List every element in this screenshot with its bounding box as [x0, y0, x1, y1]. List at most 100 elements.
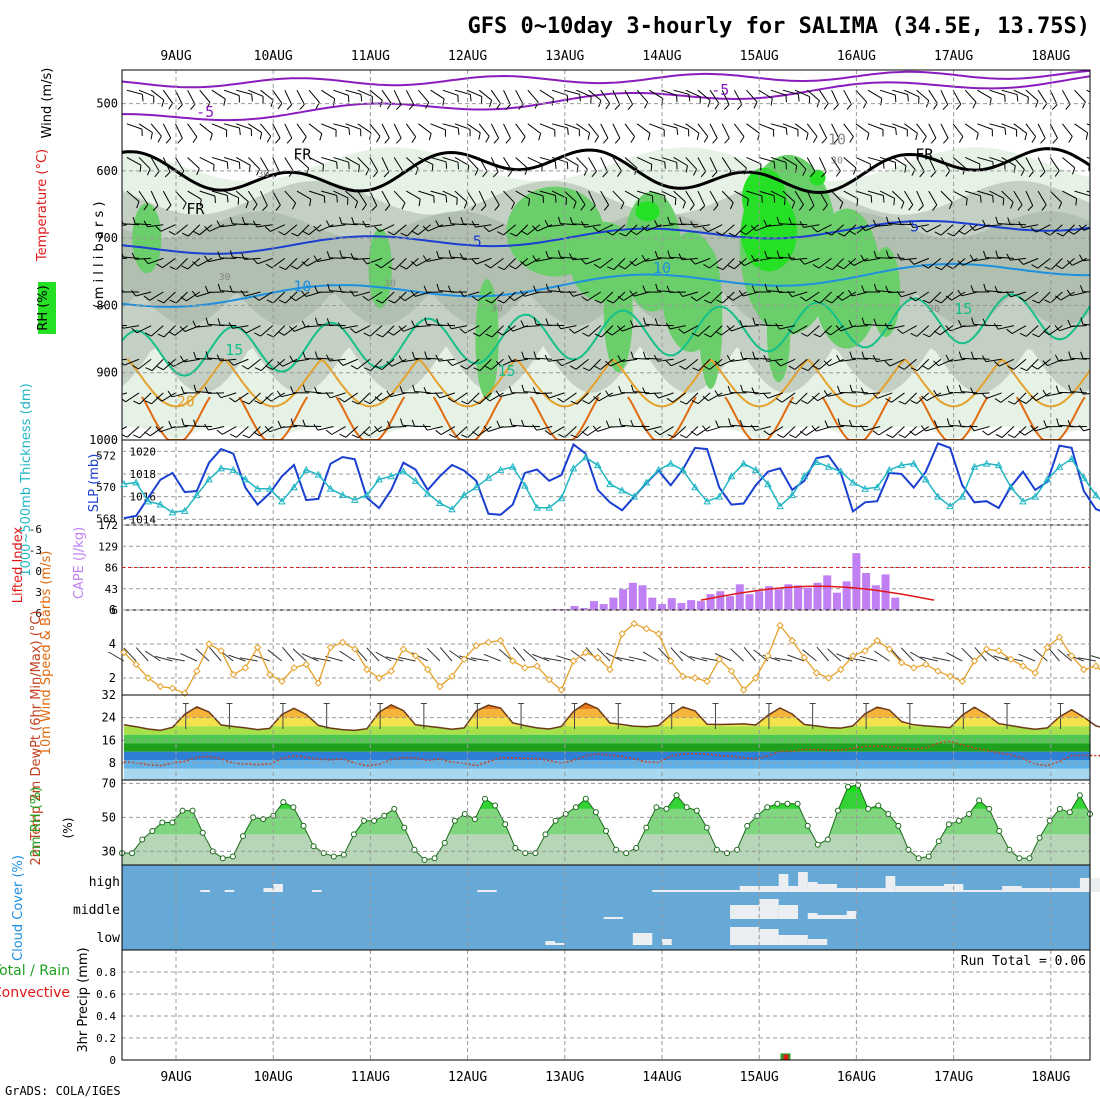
- wind-barb: [438, 224, 455, 228]
- wind-barb-feather: [325, 391, 331, 399]
- wind-barb-feather: [642, 285, 646, 293]
- wind-barb-feather: [593, 396, 600, 402]
- wind-barb-feather: [764, 318, 768, 326]
- wind-barb: [260, 123, 272, 137]
- wind-barb-feather: [921, 227, 928, 233]
- li-axis-label: Lifted Index: [11, 526, 26, 603]
- temp-band: [123, 709, 1090, 718]
- wind-barb-feather: [801, 367, 809, 372]
- wind10m-barb: [1033, 648, 1048, 662]
- cape-bar: [570, 606, 579, 610]
- wind-barb: [414, 391, 431, 394]
- wind-barb: [453, 392, 468, 403]
- wind-barb: [657, 257, 674, 259]
- li-tick: 6: [35, 607, 42, 620]
- wind-barb: [475, 224, 492, 228]
- minmax-errorbar: [712, 703, 719, 729]
- cape-tick: 129: [98, 540, 118, 553]
- wind-barb-feather: [411, 230, 419, 236]
- wind-barb: [122, 324, 127, 327]
- wind10m-marker: [193, 667, 201, 675]
- wind-barb-feather: [873, 318, 877, 326]
- wind-barb: [418, 89, 430, 103]
- wind-barb-feather: [399, 296, 406, 302]
- wind-barb: [257, 257, 273, 265]
- wind-barb: [876, 358, 893, 362]
- wind-barb-feather: [411, 419, 416, 427]
- contour-label: 30: [219, 272, 231, 283]
- wind-barb: [624, 257, 638, 270]
- wind-barb-feather: [302, 136, 307, 143]
- wind-barb-feather: [933, 103, 938, 110]
- wind-barb: [525, 257, 541, 267]
- wind-barb-feather: [424, 351, 428, 359]
- wind-barb: [1024, 426, 1039, 436]
- cloud-block: [807, 882, 818, 892]
- wind-barb-feather: [554, 161, 557, 169]
- wind-barb: [175, 190, 187, 204]
- wind-barb-feather: [933, 360, 939, 367]
- cloud-block: [885, 876, 896, 892]
- wind-barb-feather: [136, 201, 140, 209]
- wind10m-marker: [496, 636, 505, 645]
- wind-barb: [880, 156, 896, 163]
- wind-barb-feather: [726, 355, 732, 362]
- wind-barb-feather: [167, 390, 173, 398]
- wind-barb-feather: [252, 204, 258, 211]
- wind-barb: [187, 89, 196, 105]
- wind-barb: [440, 426, 456, 436]
- cape-bar: [823, 575, 832, 610]
- wind-barb: [852, 291, 869, 297]
- wind-barb-feather: [351, 217, 355, 224]
- wind-barb: [259, 426, 273, 437]
- wind-barb-feather: [568, 290, 574, 297]
- temp-contour-15: [122, 293, 1090, 377]
- wind-barb-feather: [751, 387, 756, 395]
- wind-barb-feather: [350, 328, 357, 334]
- temp-band: [123, 703, 1090, 710]
- wind-barb: [341, 256, 358, 259]
- wind-barb-feather: [165, 137, 172, 144]
- wind-barb: [1037, 89, 1048, 104]
- wind-barb-feather: [799, 221, 805, 228]
- pressure-axis-label: ( m i l l i b a r s ): [92, 202, 107, 309]
- temp-contour-25: [821, 396, 892, 440]
- wind-barb: [576, 89, 592, 98]
- wind-barb-feather: [679, 365, 686, 370]
- wind-barb-feather: [825, 231, 832, 236]
- wind-barb-feather: [605, 103, 611, 110]
- wind-barb-feather: [1072, 167, 1076, 175]
- wind-barb: [645, 426, 662, 431]
- date-label-bottom: 11AUG: [351, 1070, 390, 1085]
- wind-barb: [697, 325, 711, 337]
- wind-barb-feather: [932, 204, 938, 211]
- wind-barb: [1082, 393, 1090, 395]
- wind-barb-feather: [910, 332, 918, 337]
- dewpoint-line: [123, 740, 1100, 767]
- wind-barb-feather: [900, 201, 905, 209]
- wind-barb-feather: [1032, 333, 1040, 338]
- temp-contour-10: [122, 262, 1090, 308]
- wind-barb: [539, 156, 556, 163]
- wind-barb: [682, 291, 699, 297]
- wind-barb-feather: [496, 103, 501, 110]
- wind-barb: [1058, 391, 1075, 394]
- slp-tick: 1018: [130, 468, 157, 481]
- wind-barb-feather: [853, 167, 857, 175]
- wind-barb-feather: [122, 434, 128, 438]
- wind-barb: [588, 392, 602, 405]
- wind-barb-feather: [265, 396, 272, 402]
- wind10m-barb: [1090, 655, 1100, 659]
- wind-barb: [342, 358, 358, 366]
- slp-axis-label: SLP (mb): [87, 454, 102, 513]
- wind-barb: [853, 257, 869, 266]
- wind-barb-feather: [849, 136, 854, 143]
- wind-barb-feather: [885, 285, 889, 293]
- wind-barb-feather: [711, 171, 718, 178]
- wind-barb: [854, 224, 869, 235]
- wind-barb-feather: [141, 94, 144, 102]
- wind-barb-feather: [699, 205, 706, 211]
- wind-barb-feather: [580, 258, 587, 265]
- wind-barb: [685, 190, 695, 205]
